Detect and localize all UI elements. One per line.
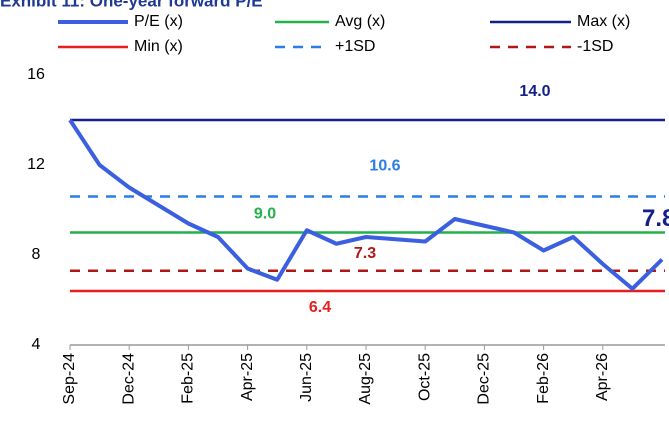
legend-bg — [273, 36, 411, 58]
x-tick-label: Aug-25 — [357, 353, 374, 405]
legend-label: +1SD — [335, 38, 375, 55]
reference-label: 7.3 — [354, 245, 376, 262]
chart-title: Exhibit 11: One-year forward P/E — [0, 0, 263, 10]
reference-label: 9.0 — [254, 206, 276, 223]
legend-bg — [273, 11, 411, 33]
y-tick-label: 8 — [32, 246, 41, 263]
legend-bg — [56, 11, 210, 33]
y-tick-label: 12 — [27, 156, 45, 173]
y-tick-label: 16 — [27, 66, 45, 83]
legend-label: -1SD — [577, 38, 613, 55]
x-tick-label: Oct-25 — [416, 353, 433, 401]
legend-label: Min (x) — [134, 38, 183, 55]
x-tick-label: Jun-25 — [298, 353, 315, 402]
x-tick-label: Dec-24 — [120, 353, 137, 405]
y-tick-label: 4 — [32, 336, 41, 353]
x-tick-label: Apr-25 — [239, 353, 256, 401]
x-tick-label: Sep-24 — [61, 353, 78, 405]
pe-line — [68, 118, 664, 291]
x-tick-label: Dec-25 — [476, 353, 493, 405]
x-tick-label: Feb-25 — [180, 353, 197, 404]
legend-label: Avg (x) — [335, 13, 385, 30]
legend-bg — [56, 36, 210, 58]
x-tick-label: Feb-26 — [535, 353, 552, 404]
legend-label: P/E (x) — [134, 13, 183, 30]
value-label: 7.8 — [642, 205, 669, 232]
reference-label: 6.4 — [309, 299, 331, 316]
reference-label: 10.6 — [369, 158, 400, 175]
legend-label: Max (x) — [577, 13, 630, 30]
reference-label: 14.0 — [519, 83, 550, 100]
x-tick-label: Apr-26 — [594, 353, 611, 401]
